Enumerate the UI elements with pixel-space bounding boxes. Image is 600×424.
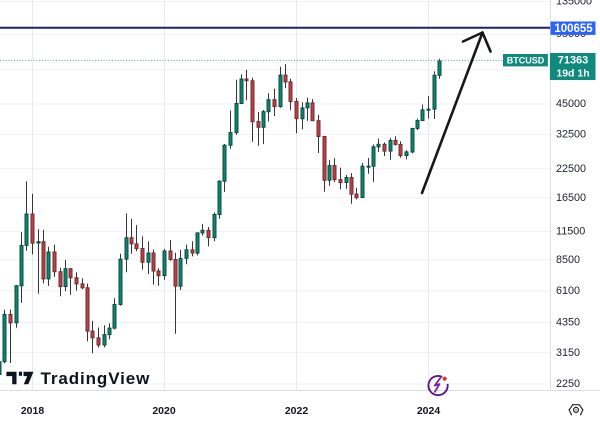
svg-text:135000: 135000 (556, 0, 592, 8)
svg-text:TradingView: TradingView (41, 369, 151, 388)
svg-text:45000: 45000 (556, 98, 586, 110)
svg-text:2250: 2250 (556, 378, 580, 390)
svg-text:32500: 32500 (556, 129, 586, 141)
svg-text:71363: 71363 (558, 55, 589, 67)
svg-text:BTCUSD: BTCUSD (507, 55, 545, 65)
svg-text:22500: 22500 (556, 163, 586, 175)
svg-text:2020: 2020 (152, 405, 176, 417)
svg-text:16500: 16500 (556, 192, 586, 204)
svg-text:2022: 2022 (285, 405, 309, 417)
svg-text:3150: 3150 (556, 347, 580, 359)
svg-text:19d 1h: 19d 1h (556, 67, 589, 79)
svg-text:8500: 8500 (556, 254, 580, 266)
svg-text:2024: 2024 (417, 405, 441, 417)
svg-text:6100: 6100 (556, 285, 580, 297)
svg-text:11500: 11500 (556, 226, 585, 238)
svg-text:100655: 100655 (554, 23, 593, 35)
svg-text:4350: 4350 (556, 317, 580, 329)
svg-text:2018: 2018 (21, 405, 45, 417)
